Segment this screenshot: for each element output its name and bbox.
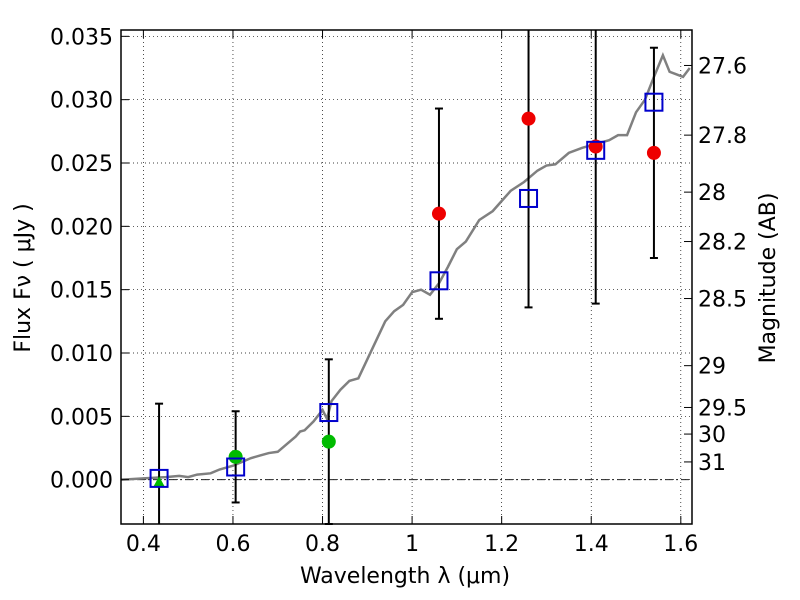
observed-nir-marker — [646, 145, 661, 160]
y-tick-label: 0.030 — [50, 89, 113, 114]
observed-optical-marker — [153, 476, 166, 488]
right-tick-label: 28.2 — [698, 231, 747, 256]
right-tick-label: 31 — [698, 451, 726, 476]
observed-optical-marker — [228, 449, 243, 464]
model-photometry-square — [149, 468, 169, 488]
model-photometry-square — [429, 271, 449, 291]
observed-nir-marker — [521, 111, 536, 126]
right-tick-label: 28.5 — [698, 288, 747, 313]
right-tick-label: 29 — [698, 355, 726, 380]
observed-optical-marker — [321, 434, 336, 449]
observed-nir-marker — [588, 139, 603, 154]
y-tick-label: 0.020 — [50, 215, 113, 240]
x-tick-label: 1.2 — [484, 532, 519, 557]
x-tick-label: 1 — [405, 532, 419, 557]
x-tick-label: 1.6 — [663, 532, 698, 557]
right-tick-label: 29.5 — [698, 396, 747, 421]
model-photometry-square — [644, 92, 664, 112]
y-tick-label: 0.005 — [50, 405, 113, 430]
model-photometry-square — [319, 403, 339, 423]
x-tick-label: 0.8 — [305, 532, 340, 557]
data-series — [120, 30, 691, 525]
right-tick-label: 27.8 — [698, 124, 747, 149]
x-tick-label: 1.4 — [574, 532, 609, 557]
grid — [121, 30, 692, 524]
axis-ticks: 0.4 0.6 0.8 1 1.2 1.4 1.6 0.000 0.005 0.010 0.015 0… — [50, 25, 747, 557]
right-tick-label: 30 — [698, 423, 726, 448]
y-tick-label: 0.000 — [50, 469, 113, 494]
model-photometry-square — [226, 457, 246, 477]
y-tick-label: 0.010 — [50, 342, 113, 367]
model-spectrum-line — [120, 52, 691, 481]
y-tick-label: 0.015 — [50, 279, 113, 304]
observed-nir-marker — [431, 206, 446, 221]
x-axis-label: Wavelength λ (μm) — [300, 564, 510, 589]
model-photometry-square — [519, 188, 539, 208]
right-tick-label: 27.6 — [698, 54, 747, 79]
x-tick-label: 0.4 — [126, 532, 161, 557]
plot-frame — [120, 29, 693, 525]
model-photometry-square — [586, 140, 606, 160]
right-tick-label: 28 — [698, 181, 726, 206]
x-tick-label: 0.6 — [215, 532, 250, 557]
y-tick-label: 0.035 — [50, 25, 113, 50]
y-axis-label-right: Magnitude (AB) — [756, 193, 781, 364]
y-axis-label-left: Flux Fν ( μJy ) — [11, 203, 36, 352]
y-tick-label: 0.025 — [50, 152, 113, 177]
